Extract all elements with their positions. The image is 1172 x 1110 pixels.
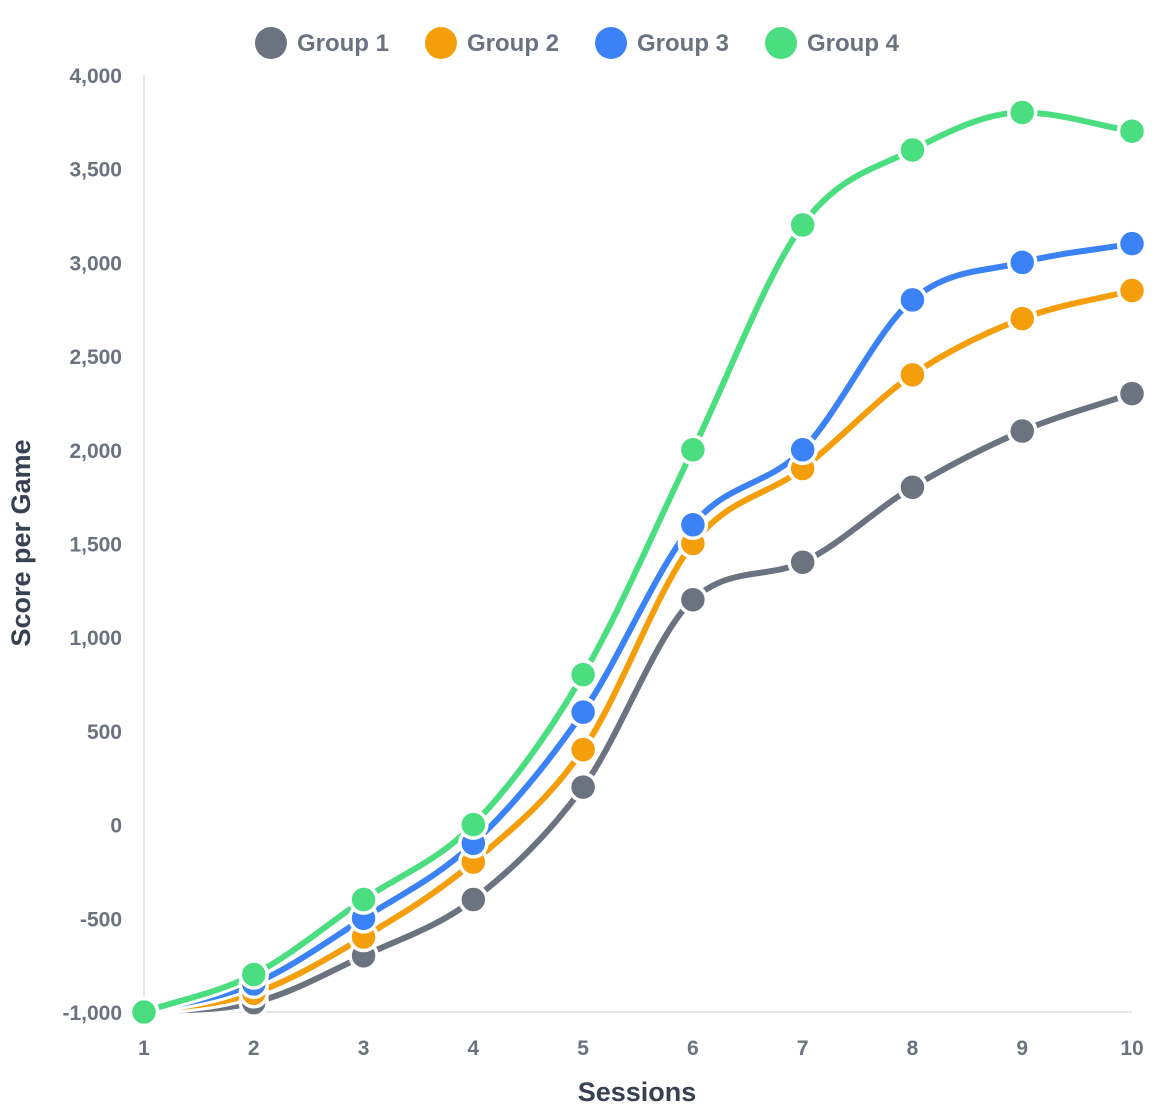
- x-tick-label: 4: [467, 1037, 479, 1060]
- series-line-group-4: [141, 109, 1135, 1015]
- x-tick-label: 7: [797, 1037, 809, 1060]
- x-tick-label: 8: [907, 1037, 919, 1060]
- data-point-group-1[interactable]: [458, 884, 489, 915]
- x-tick-label: 9: [1016, 1037, 1028, 1060]
- data-point-group-4[interactable]: [348, 884, 379, 915]
- x-tick-label: 2: [248, 1037, 260, 1060]
- data-point-group-2[interactable]: [567, 734, 599, 765]
- y-tick-label: 0: [110, 815, 122, 838]
- series-line-group-3: [141, 240, 1135, 1015]
- series-line-group-2: [141, 287, 1135, 1015]
- y-tick-label: -1,000: [62, 1002, 122, 1025]
- legend-label: Group 1: [297, 30, 389, 57]
- x-tick-label: 5: [577, 1037, 589, 1060]
- data-point-group-3[interactable]: [787, 434, 818, 466]
- data-point-group-3[interactable]: [1006, 247, 1038, 278]
- series-lines: [138, 106, 1138, 1018]
- data-point-group-3[interactable]: [897, 284, 928, 316]
- data-point-group-4[interactable]: [128, 996, 160, 1028]
- data-point-group-1[interactable]: [1116, 378, 1148, 409]
- legend-marker: [595, 27, 627, 59]
- data-point-group-4[interactable]: [238, 959, 270, 990]
- series-line-outline-group-1: [138, 387, 1138, 1018]
- data-point-group-2[interactable]: [897, 359, 928, 391]
- legend-item[interactable]: Group 4: [765, 27, 900, 59]
- y-tick-label: -500: [80, 908, 122, 931]
- data-point-group-2[interactable]: [1006, 303, 1038, 334]
- legend-label: Group 3: [637, 30, 729, 57]
- x-axis-ticks: 1 2 3 4 5 6 7 8 9 10: [138, 1037, 1144, 1060]
- x-tick-label: 3: [358, 1037, 370, 1060]
- y-tick-label: 1,500: [69, 534, 122, 557]
- legend: Group 1 Group 2 Group 3 Group 4: [254, 27, 900, 59]
- series-line-group-1: [141, 390, 1135, 1015]
- x-tick-label: 6: [687, 1037, 699, 1060]
- data-point-group-1[interactable]: [787, 546, 818, 578]
- legend-label: Group 2: [467, 30, 559, 57]
- data-point-group-1[interactable]: [567, 771, 599, 803]
- y-tick-label: 4,000: [69, 65, 122, 88]
- data-point-group-4[interactable]: [787, 209, 818, 241]
- legend-label: Group 4: [807, 30, 900, 57]
- legend-item[interactable]: Group 3: [595, 27, 729, 59]
- data-point-group-4[interactable]: [1006, 97, 1038, 128]
- y-axis-ticks: -1,000 -500 0 500 1,000 1,500 2,000 2,500 3,000 3…: [62, 65, 122, 1025]
- x-tick-label: 10: [1120, 1037, 1143, 1060]
- legend-marker: [424, 27, 457, 59]
- y-tick-label: 3,000: [69, 252, 122, 275]
- data-point-group-4[interactable]: [1116, 115, 1148, 147]
- series-line-outline-group-3: [138, 237, 1138, 1018]
- x-tick-label: 1: [138, 1037, 150, 1060]
- data-point-group-1[interactable]: [1006, 415, 1038, 447]
- legend-marker: [765, 27, 798, 59]
- data-point-group-2[interactable]: [1116, 275, 1148, 306]
- y-tick-label: 500: [87, 721, 122, 744]
- data-point-group-3[interactable]: [677, 509, 709, 541]
- data-point-group-3[interactable]: [1116, 228, 1148, 259]
- y-tick-label: 2,000: [69, 440, 122, 463]
- y-tick-label: 3,500: [69, 159, 122, 182]
- data-point-group-1[interactable]: [677, 584, 709, 615]
- data-point-group-3[interactable]: [567, 696, 599, 728]
- axes: [143, 75, 1132, 1013]
- y-tick-label: 2,500: [69, 346, 122, 369]
- y-tick-label: 1,000: [69, 627, 122, 650]
- y-axis-title: Score per Game: [6, 439, 36, 646]
- legend-marker: [254, 27, 287, 59]
- data-point-group-4[interactable]: [677, 434, 709, 466]
- data-point-group-4[interactable]: [567, 659, 599, 690]
- data-point-group-1[interactable]: [897, 472, 928, 503]
- legend-item[interactable]: Group 2: [424, 27, 559, 59]
- x-axis-title: Sessions: [578, 1077, 697, 1107]
- legend-item[interactable]: Group 1: [254, 27, 389, 59]
- data-point-group-4[interactable]: [897, 134, 928, 166]
- series-points: [128, 97, 1148, 1028]
- data-point-group-4[interactable]: [458, 809, 489, 840]
